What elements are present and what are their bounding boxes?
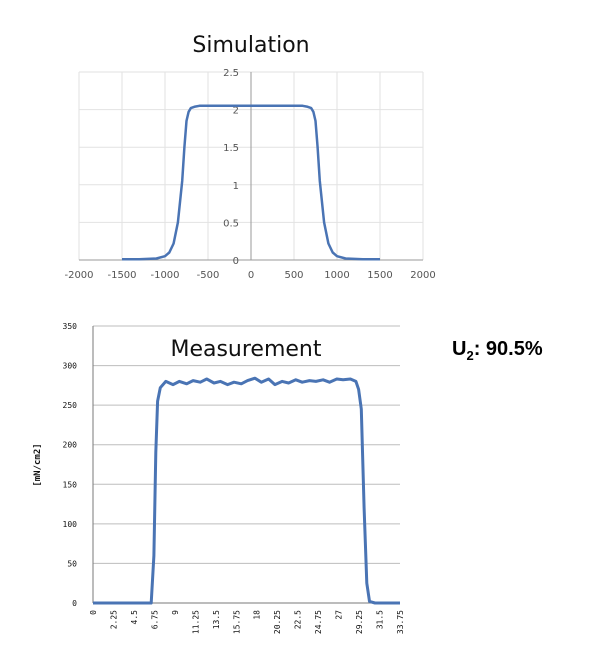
measurement-grid bbox=[93, 325, 400, 604]
simulation-x-tick-label: -500 bbox=[197, 270, 220, 281]
measurement-x-tick-label: 0 bbox=[89, 610, 98, 615]
simulation-y-tick-label: 2 bbox=[233, 106, 239, 117]
simulation-y-ticks: 0 0.5 1 1.5 2 2.5 bbox=[223, 68, 239, 267]
simulation-x-tick-label: -1500 bbox=[107, 270, 136, 281]
uniformity-value: : 90.5% bbox=[474, 338, 543, 360]
simulation-y-tick-label: 1 bbox=[233, 181, 239, 192]
simulation-y-tick-label: 1.5 bbox=[223, 143, 239, 154]
measurement-x-tick-label: 6.75 bbox=[150, 610, 159, 629]
measurement-y-tick-label: 0 bbox=[72, 599, 77, 608]
measurement-x-tick-label: 20.25 bbox=[273, 610, 282, 634]
measurement-chart: 0 2.25 4.5 6.75 9 11.25 13.5 15.75 18 20.25 22.5 24… bbox=[33, 322, 405, 634]
uniformity-subscript: 2 bbox=[466, 348, 473, 363]
measurement-x-tick-label: 2.25 bbox=[109, 610, 118, 629]
measurement-x-tick-label: 9 bbox=[171, 610, 180, 615]
simulation-chart: -2000 -1500 -1000 -500 0 500 1000 1500 2000 0 0.5… bbox=[64, 33, 435, 281]
simulation-title: Simulation bbox=[192, 33, 309, 58]
simulation-x-tick-label: 500 bbox=[284, 270, 303, 281]
measurement-y-tick-label: 250 bbox=[63, 401, 78, 410]
simulation-axes bbox=[79, 72, 423, 261]
measurement-y-tick-label: 350 bbox=[63, 322, 78, 331]
measurement-y-ticks: 0 50 100 150 200 250 300 350 bbox=[63, 322, 78, 608]
measurement-x-tick-label: 18 bbox=[253, 610, 262, 620]
simulation-y-tick-label: 0 bbox=[233, 256, 239, 267]
simulation-series-line bbox=[122, 104, 380, 261]
measurement-title-backdrop bbox=[152, 330, 342, 364]
simulation-x-tick-label: 2000 bbox=[410, 270, 435, 281]
measurement-y-axis-label: [mN/cm2] bbox=[33, 443, 43, 486]
measurement-y-tick-label: 150 bbox=[63, 480, 78, 489]
uniformity-label: U bbox=[452, 338, 466, 360]
simulation-y-tick-label: 2.5 bbox=[223, 68, 239, 79]
simulation-x-tick-label: -1000 bbox=[150, 270, 179, 281]
measurement-y-tick-label: 300 bbox=[63, 362, 78, 371]
measurement-y-tick-label: 200 bbox=[63, 441, 78, 450]
simulation-x-tick-label: 1500 bbox=[367, 270, 392, 281]
measurement-x-tick-label: 22.5 bbox=[294, 610, 303, 629]
simulation-x-ticks: -2000 -1500 -1000 -500 0 500 1000 1500 2000 bbox=[64, 270, 435, 281]
measurement-x-tick-label: 33.75 bbox=[396, 610, 405, 634]
measurement-x-tick-label: 15.75 bbox=[232, 610, 241, 634]
measurement-y-tick-label: 100 bbox=[63, 520, 78, 529]
measurement-axes bbox=[92, 326, 400, 604]
measurement-x-tick-label: 31.5 bbox=[376, 610, 385, 629]
measurement-x-tick-label: 11.25 bbox=[191, 610, 200, 634]
simulation-x-tick-label: 0 bbox=[248, 270, 254, 281]
measurement-x-ticks: 0 2.25 4.5 6.75 9 11.25 13.5 15.75 18 20.25 22.5 24… bbox=[89, 610, 405, 634]
uniformity-annotation: U2: 90.5% bbox=[452, 338, 543, 363]
simulation-x-tick-label: 1000 bbox=[324, 270, 349, 281]
measurement-title: Measurement bbox=[170, 337, 321, 362]
measurement-x-tick-label: 24.75 bbox=[314, 610, 323, 634]
simulation-y-tick-label: 0.5 bbox=[223, 218, 239, 229]
measurement-x-tick-label: 27 bbox=[335, 610, 344, 620]
measurement-series-line bbox=[93, 376, 400, 605]
measurement-x-tick-label: 13.5 bbox=[212, 610, 221, 629]
measurement-x-tick-label: 4.5 bbox=[130, 610, 139, 625]
measurement-x-tick-label: 29.25 bbox=[355, 610, 364, 634]
simulation-x-tick-label: -2000 bbox=[64, 270, 93, 281]
measurement-y-tick-label: 50 bbox=[67, 559, 77, 568]
